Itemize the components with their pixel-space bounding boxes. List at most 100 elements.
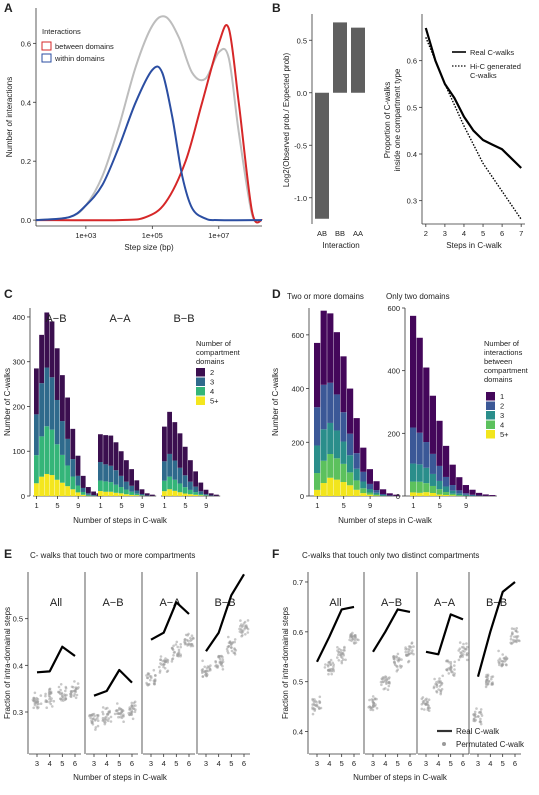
d-bar-segment-interactions-5+	[360, 493, 367, 496]
d-bar-segment-interactions-3	[416, 464, 423, 482]
c-bar-segment-domains-2	[188, 460, 193, 482]
d-y-tick-label: 0	[300, 492, 304, 501]
d-bar-segment-interactions-3	[456, 493, 463, 496]
f-perm-point	[453, 672, 456, 675]
a-x-tick-label: 1e+07	[208, 231, 229, 240]
f-perm-point	[479, 722, 483, 726]
d-x-axis-label: Number of steps in C-walk	[338, 516, 433, 525]
e-perm-point	[62, 699, 65, 702]
f-perm-point	[438, 684, 442, 688]
f-perm-point	[371, 695, 375, 698]
e-y-tick-label: 0.3	[13, 708, 23, 717]
c-bar-segment-domains-3	[103, 464, 108, 482]
d-bar-segment-interactions-1	[366, 469, 373, 484]
e-perm-point	[70, 690, 73, 693]
c-bar-segment-domains-4	[162, 480, 167, 492]
e-perm-point	[117, 715, 120, 719]
e-perm-point	[201, 675, 205, 678]
f-perm-point	[427, 709, 431, 712]
e-perm-point	[183, 642, 187, 646]
f-x-tick-label: 5	[396, 759, 400, 768]
e-perm-point	[179, 654, 182, 658]
f-perm-point	[323, 666, 327, 669]
e-perm-point	[39, 702, 43, 705]
b-bar-y-tick-label: 0.5	[297, 36, 307, 45]
d-bar-segment-interactions-3	[327, 422, 334, 454]
c-bar-segment-domains-5	[103, 491, 108, 496]
f-facet-label: B−B	[486, 597, 507, 609]
d-bar-segment-interactions-1	[456, 477, 463, 491]
f-perm-point	[485, 673, 488, 677]
e-perm-point	[49, 702, 53, 706]
d-bar-segment-interactions-1	[482, 494, 489, 496]
f-perm-point	[368, 698, 371, 702]
d-bar-segment-interactions-4	[373, 494, 380, 496]
c-bar-segment-domains-3	[203, 494, 209, 496]
c-x-axis-label: Number of steps in C-walk	[73, 516, 168, 525]
f-y-axis-label: Fraction of intra-domainal steps	[281, 607, 290, 719]
e-perm-point	[241, 629, 245, 633]
f-perm-point	[420, 707, 424, 711]
d-legend-title-4: compartment	[484, 366, 529, 375]
e-perm-point	[59, 697, 62, 701]
e-perm-point	[116, 712, 119, 715]
f-y-tick-label: 0.6	[293, 628, 303, 637]
e-perm-point	[158, 665, 161, 669]
b-bar-y-axis-label: Log2(Observed prob./ Expected prob)	[282, 53, 291, 188]
e-perm-point	[221, 658, 225, 661]
f-x-tick-label: 4	[327, 759, 331, 768]
d-legend-swatch-3	[486, 411, 495, 420]
f-perm-point	[372, 704, 375, 707]
c-legend-swatch-5+	[196, 396, 205, 405]
c-bar-segment-domains-2	[182, 446, 188, 476]
d-bar-segment-interactions-3	[469, 495, 476, 496]
e-x-axis-label: Number of steps in C-walk	[73, 773, 168, 782]
a-y-tick-label: 0.2	[21, 157, 31, 166]
f-perm-point	[449, 662, 453, 666]
c-bar-segment-domains-2	[44, 312, 50, 368]
c-bar-segment-domains-2	[113, 442, 119, 471]
b-line-legend-label-hic-2: C-walks	[470, 71, 497, 80]
d-bar-segment-interactions-3	[347, 455, 354, 473]
b-bar-ab	[315, 92, 329, 219]
e-perm-point	[230, 646, 233, 649]
a-x-tick-label: 1e+03	[75, 231, 96, 240]
d-bar-segment-interactions-4	[360, 488, 367, 494]
c-bar-segment-domains-4	[86, 494, 91, 496]
f-perm-point	[311, 703, 314, 706]
f-perm-point	[498, 661, 501, 665]
c-bar-segment-domains-3	[182, 475, 188, 488]
panel-letter-a: A	[4, 1, 13, 15]
c-bar-segment-domains-3	[129, 485, 134, 492]
c-bar-segment-domains-2	[214, 494, 219, 496]
d-bar-segment-interactions-1	[333, 332, 340, 395]
c-bar-segment-domains-5	[118, 493, 124, 496]
c-bar-segment-domains-4	[34, 455, 39, 484]
e-perm-point	[45, 706, 48, 709]
f-perm-point	[510, 642, 513, 646]
e-perm-point	[233, 647, 236, 650]
e-x-tick-label: 6	[73, 759, 77, 768]
e-perm-point	[190, 638, 193, 641]
e-x-tick-label: 3	[204, 759, 208, 768]
c-bar-segment-domains-4	[129, 491, 134, 495]
d-bar-segment-interactions-4	[416, 481, 423, 493]
b-line-series-dotted	[425, 37, 522, 220]
f-perm-point	[319, 706, 323, 710]
e-perm-point	[158, 671, 162, 674]
e-perm-point	[152, 668, 156, 672]
f-facet-label: A−A	[434, 597, 456, 609]
d-bar-segment-interactions-5+	[366, 494, 373, 496]
a-legend-label-within: within domains	[54, 54, 105, 63]
b-line-x-tick-label: 4	[462, 229, 466, 238]
e-perm-point	[217, 655, 220, 659]
e-perm-point	[128, 708, 131, 711]
f-perm-point	[426, 703, 430, 707]
d-bar-segment-interactions-3	[366, 489, 373, 493]
c-bar-segment-domains-4	[203, 495, 209, 496]
f-perm-point	[447, 672, 451, 675]
a-y-tick-label: 0.6	[21, 39, 31, 48]
a-x-tick-label: 1e+05	[142, 231, 163, 240]
c-legend-swatch-4	[196, 387, 205, 396]
f-perm-point	[462, 653, 465, 656]
